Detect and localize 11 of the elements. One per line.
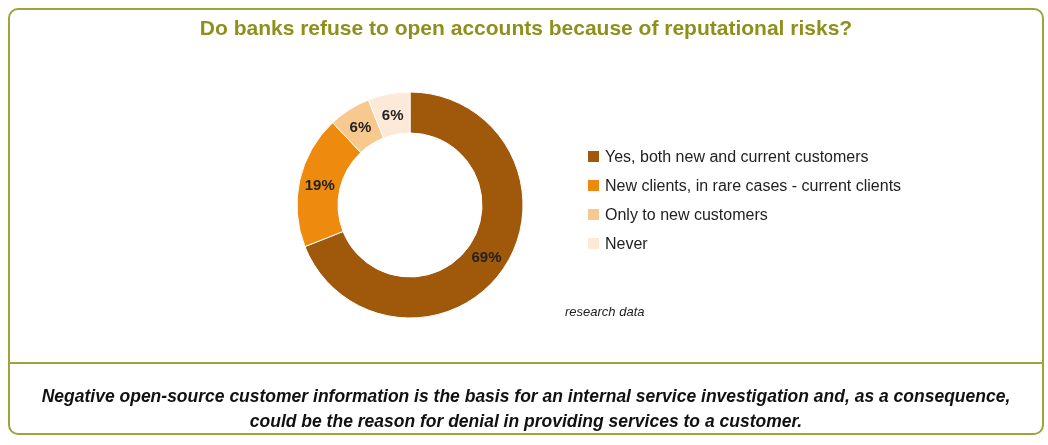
data-label: 19% (304, 176, 335, 194)
legend-label: Yes, both new and current customers (605, 147, 869, 166)
legend-label: New clients, in rare cases - current clients (605, 176, 902, 195)
legend-label: Only to new customers (605, 205, 768, 224)
data-label: 69% (471, 248, 502, 266)
data-label: 6% (349, 118, 372, 136)
chart-title: Do banks refuse to open accounts because of reputational risks? (198, 16, 854, 40)
legend-label: Never (605, 234, 648, 253)
data-label: 6% (381, 105, 404, 123)
text: Negative open-source customer information is the basis for an internal service investigation and, as a consequence, could be the reason for denial in providing services to a customer. (10, 362, 1042, 434)
text: research data (565, 304, 645, 319)
